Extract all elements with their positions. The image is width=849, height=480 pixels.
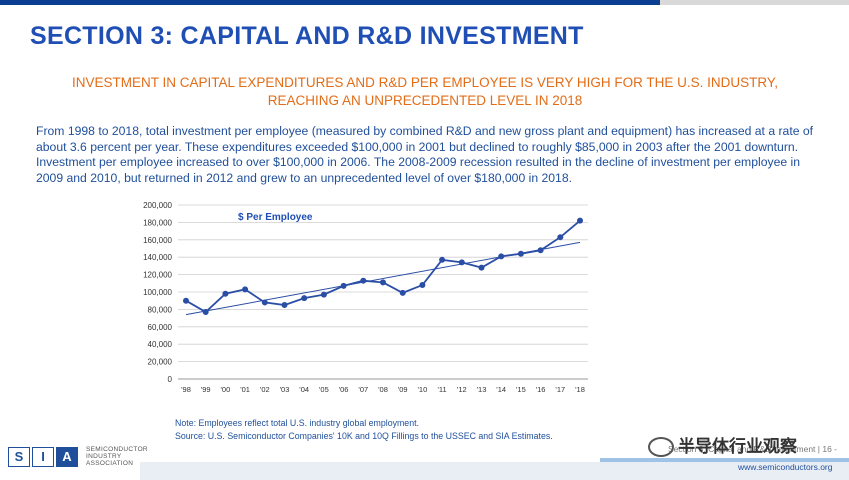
data-point — [222, 290, 229, 297]
data-point — [419, 282, 426, 289]
y-tick-label: 20,000 — [148, 358, 173, 367]
subtitle-line-2: REACHING AN UNPRECEDENTED LEVEL IN 2018 — [267, 93, 583, 108]
x-tick-label: '03 — [280, 385, 290, 394]
x-tick-label: '12 — [457, 385, 467, 394]
y-tick-label: 140,000 — [143, 253, 172, 262]
x-tick-label: '13 — [477, 385, 487, 394]
data-point — [577, 217, 583, 224]
data-point — [281, 302, 288, 309]
data-point — [439, 256, 446, 263]
x-tick-label: '14 — [496, 385, 506, 394]
top-accent-bar-grey — [660, 0, 849, 5]
data-point — [320, 291, 327, 298]
y-tick-label: 40,000 — [148, 340, 173, 349]
data-point — [340, 282, 347, 289]
page-title: SECTION 3: CAPITAL AND R&D INVESTMENT — [30, 22, 584, 50]
chart-notes: Note: Employees reflect total U.S. indus… — [175, 417, 553, 442]
body-paragraph: From 1998 to 2018, total investment per … — [36, 124, 814, 185]
subtitle-line-1: INVESTMENT IN CAPITAL EXPENDITURES AND R… — [72, 75, 778, 90]
data-point — [537, 247, 544, 254]
data-point — [517, 250, 524, 257]
watermark-text: 半导体行业观察 — [678, 437, 797, 457]
x-tick-label: '06 — [339, 385, 349, 394]
note-source: Source: U.S. Semiconductor Companies' 10… — [175, 430, 553, 441]
logo-letter-i: I — [32, 446, 54, 467]
data-point — [301, 295, 308, 302]
x-tick-label: '09 — [398, 385, 408, 394]
x-tick-label: '07 — [358, 385, 368, 394]
org-line-3: ASSOCIATION — [86, 460, 134, 467]
data-point — [242, 286, 249, 293]
slide-subtitle: INVESTMENT IN CAPITAL EXPENDITURES AND R… — [30, 74, 820, 110]
x-tick-label: '01 — [240, 385, 250, 394]
data-point — [478, 264, 485, 271]
data-point — [557, 234, 564, 241]
y-tick-label: 200,000 — [143, 201, 172, 210]
y-tick-label: 0 — [168, 375, 173, 384]
x-tick-label: '04 — [299, 385, 309, 394]
data-point — [458, 259, 465, 266]
series-line — [185, 219, 581, 314]
logo-letter-a: A — [56, 446, 78, 467]
sia-org-name: SEMICONDUCTOR INDUSTRY ASSOCIATION — [86, 446, 148, 467]
x-tick-label: '98 — [181, 385, 191, 394]
y-axis-ticks: 0 20,000 40,000 60,000 80,000 100,000 120,000 1… — [143, 201, 172, 384]
x-tick-label: '11 — [437, 385, 446, 394]
y-tick-label: 120,000 — [143, 271, 172, 280]
x-tick-label: '15 — [516, 385, 526, 394]
footer-accent — [600, 458, 849, 462]
x-tick-label: '08 — [378, 385, 388, 394]
watermark: 半导体行业观察 — [648, 432, 797, 457]
x-tick-label: '05 — [319, 385, 329, 394]
y-tick-label: 100,000 — [143, 288, 172, 297]
logo-letter-s: S — [8, 446, 30, 467]
footer-band — [140, 462, 849, 480]
data-point — [183, 297, 189, 304]
series-points — [183, 217, 583, 316]
data-point — [498, 253, 505, 260]
x-tick-label: '02 — [260, 385, 270, 394]
sia-logo[interactable]: S I A SEMICONDUCTOR INDUSTRY ASSOCIATION — [8, 446, 148, 467]
sia-letters: S I A — [8, 446, 80, 467]
data-point — [399, 289, 406, 296]
y-tick-label: 80,000 — [148, 305, 173, 314]
org-line-2: INDUSTRY — [86, 453, 122, 460]
chart-grid — [178, 204, 588, 380]
footer-url[interactable]: www.semiconductors.org — [738, 462, 833, 472]
x-tick-label: '18 — [575, 385, 585, 394]
x-tick-label: '00 — [221, 385, 231, 394]
org-line-1: SEMICONDUCTOR — [86, 446, 148, 453]
data-point — [380, 279, 386, 286]
y-tick-label: 180,000 — [143, 218, 172, 227]
x-tick-label: '17 — [555, 385, 565, 394]
x-tick-label: '10 — [418, 385, 428, 394]
note-employees: Note: Employees reflect total U.S. indus… — [175, 418, 419, 428]
top-accent-bar — [0, 0, 660, 5]
chart-title: $ Per Employee — [238, 212, 313, 223]
x-axis-ticks: '98 '99 '00 '01 '02 '03 '04 '05 '06 '07 '08 '09 '10 '… — [181, 385, 585, 394]
y-tick-label: 60,000 — [148, 323, 173, 332]
data-point — [261, 299, 268, 306]
data-point — [202, 309, 209, 316]
x-tick-label: '99 — [201, 385, 211, 394]
x-tick-label: '16 — [536, 385, 546, 394]
wechat-icon — [648, 437, 674, 457]
page-number: Section 3: Capital and R&D Investment | … — [668, 444, 837, 454]
series-polyline — [185, 219, 581, 314]
data-point — [360, 277, 367, 284]
y-tick-label: 160,000 — [143, 236, 172, 245]
